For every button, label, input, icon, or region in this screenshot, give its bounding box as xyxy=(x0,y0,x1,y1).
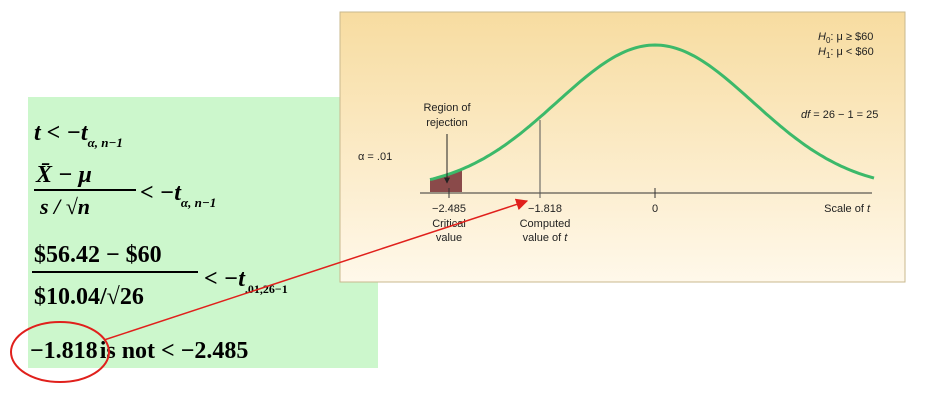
formula-box xyxy=(28,97,378,368)
sub: α, n−1 xyxy=(88,135,123,150)
region-label: Region of xyxy=(423,102,471,114)
alpha-label: α = .01 xyxy=(358,151,392,163)
df-symbol: df xyxy=(801,109,811,121)
h-symbol: H xyxy=(818,46,826,58)
h-sub: 1 xyxy=(826,51,831,60)
highlight-circle xyxy=(10,321,110,383)
computed-symbol: t xyxy=(564,232,568,244)
critical-label: Critical xyxy=(432,218,466,230)
scale-symbol: t xyxy=(867,203,871,215)
conclusion: is not < −2.485 xyxy=(100,338,249,364)
sub: α, n−1 xyxy=(181,195,216,210)
rhs-text: < −t xyxy=(140,180,182,206)
pointer-arrow xyxy=(103,198,529,341)
df-label: df = 26 − 1 = 25 xyxy=(801,109,878,121)
sub: .01,26−1 xyxy=(245,282,288,296)
tick-label: −2.485 xyxy=(432,203,466,215)
rhs-text: < −t xyxy=(204,266,246,292)
hypothesis: H1: μ < $60 xyxy=(818,46,874,60)
h-text: : μ ≥ $60 xyxy=(830,31,873,43)
h-sub: 0 xyxy=(826,36,831,45)
computed-label: value of t xyxy=(523,232,569,244)
numerator: $56.42 − $60 xyxy=(34,242,162,268)
denominator: $10.04/√26 xyxy=(34,284,144,310)
computed-label: Computed xyxy=(520,218,571,230)
lhs: t < −t xyxy=(34,120,89,146)
tick-label: 0 xyxy=(652,203,658,215)
formula-line4: −1.818is not < −2.485 xyxy=(30,338,248,364)
formula-line1: t < −tα, n−1 xyxy=(34,120,123,150)
region-label: rejection xyxy=(426,117,468,129)
h-text: : μ < $60 xyxy=(830,46,873,58)
value: −1.818 xyxy=(30,338,98,364)
numerator: X̄ − μ xyxy=(35,162,92,188)
h-symbol: H xyxy=(818,31,826,43)
t-curve xyxy=(429,43,875,182)
computed-text: value of xyxy=(523,232,565,244)
denominator: s / √n xyxy=(39,194,90,219)
scale-text: Scale of xyxy=(824,203,867,215)
figure-box xyxy=(339,11,906,283)
tick-label: −1.818 xyxy=(528,203,562,215)
df-text: = 26 − 1 = 25 xyxy=(810,109,878,121)
rhs: < −tα, n−1 xyxy=(140,180,216,210)
critical-label: value xyxy=(436,232,462,244)
scale-label: Scale of t xyxy=(824,203,871,215)
rhs: < −t.01,26−1 xyxy=(204,266,288,296)
hypothesis: H0: μ ≥ $60 xyxy=(818,31,873,45)
